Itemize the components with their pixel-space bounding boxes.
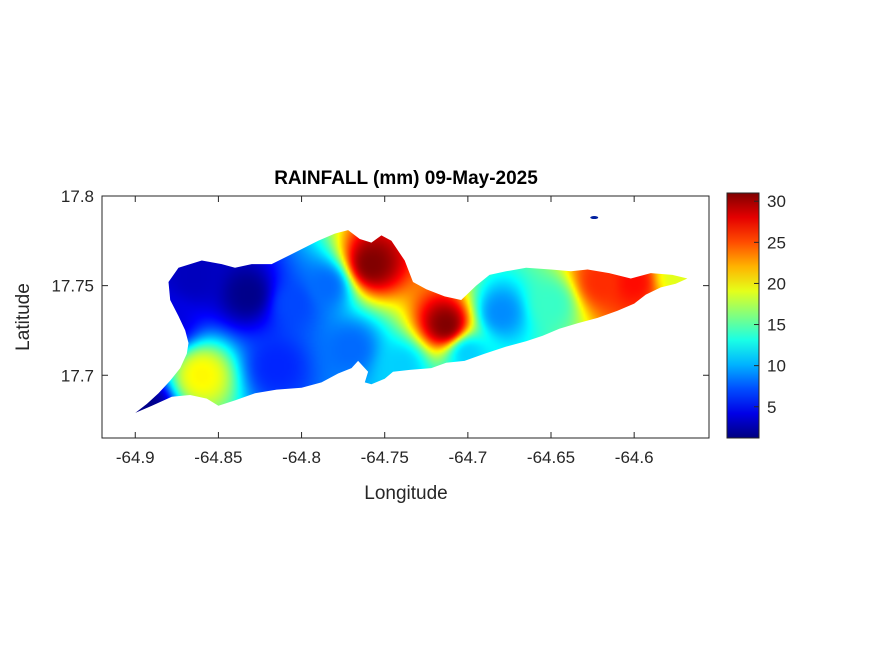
chart-title: RAINFALL (mm) 09-May-2025 xyxy=(274,168,538,189)
colorbar-gradient xyxy=(726,192,760,439)
colorbar-tick-label: 15 xyxy=(767,316,786,335)
colorbar-tick-label: 25 xyxy=(767,233,786,252)
x-axis-label: Longitude xyxy=(364,483,447,504)
x-tick-label: -64.6 xyxy=(615,448,654,467)
colorbar: 5 10 15 20 25 30 xyxy=(726,192,786,439)
x-tick-label: -64.65 xyxy=(527,448,575,467)
colorbar-ticks: 5 10 15 20 25 30 xyxy=(754,192,786,417)
colorbar-tick-label: 20 xyxy=(767,274,786,293)
small-islet xyxy=(590,216,599,220)
colorbar-tick-label: 10 xyxy=(767,357,786,376)
colorbar-tick-label: 5 xyxy=(767,398,776,417)
x-tick-label: -64.7 xyxy=(448,448,487,467)
colorbar-tick-label: 30 xyxy=(767,192,786,211)
y-axis-ticks: 17.7 17.75 17.8 xyxy=(51,187,709,385)
x-tick-label: -64.9 xyxy=(116,448,155,467)
y-tick-label: 17.7 xyxy=(61,366,94,385)
x-tick-label: -64.8 xyxy=(282,448,321,467)
y-tick-label: 17.8 xyxy=(61,187,94,206)
x-tick-label: -64.85 xyxy=(194,448,242,467)
x-tick-label: -64.75 xyxy=(361,448,409,467)
x-axis-ticks: -64.9 -64.85 -64.8 -64.75 -64.7 -64.65 -64.6 xyxy=(116,196,654,467)
y-tick-label: 17.75 xyxy=(51,277,94,296)
y-axis-label: Latitude xyxy=(13,283,34,351)
